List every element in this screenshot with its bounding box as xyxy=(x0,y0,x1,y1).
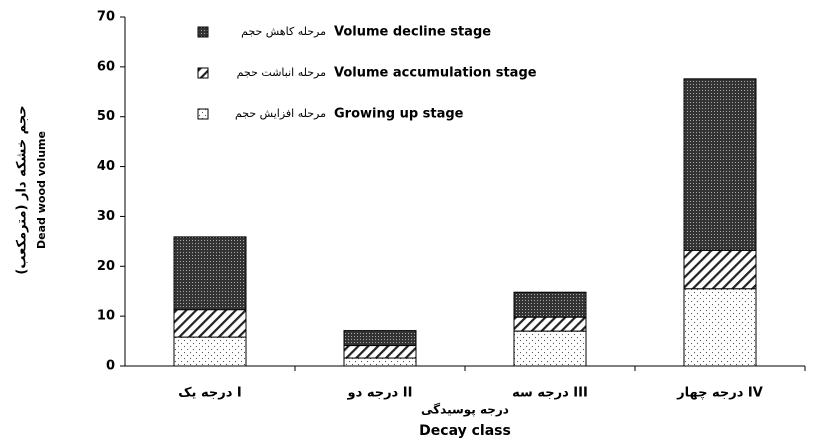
bar-segment xyxy=(173,309,247,338)
legend-label: Volume accumulation stage xyxy=(334,66,537,81)
legend-swatch xyxy=(197,108,209,120)
bar-segment xyxy=(513,291,587,318)
legend-label-fa: مرحله افزایش حجم xyxy=(235,107,326,120)
y-tick-label: 40 xyxy=(97,159,115,174)
legend-swatch xyxy=(197,67,209,79)
legend-label: Volume decline stage xyxy=(334,25,491,40)
y-tick-label: 70 xyxy=(97,10,115,25)
bar-segment xyxy=(343,345,417,359)
y-tick-label: 0 xyxy=(106,359,115,374)
y-axis-label: حجم خشکه دار (مترمکعب) xyxy=(15,105,30,274)
x-tick-label: درجه سه III xyxy=(512,386,588,401)
legend-label: Growing up stage xyxy=(334,107,464,122)
x-tick-label: درجه چهار IV xyxy=(676,386,763,401)
y-tick-label: 20 xyxy=(97,259,115,274)
bar-segment xyxy=(173,236,247,311)
x-axis-label: درجه پوسیدگی xyxy=(421,403,509,418)
legend-label-fa: مرحله کاهش حجم xyxy=(241,25,326,38)
legend-swatch xyxy=(197,26,209,38)
bar-segment xyxy=(683,288,757,367)
bar-segment xyxy=(173,336,247,367)
y-tick-label: 60 xyxy=(97,59,115,74)
legend-label-fa: مرحله انباشت حجم xyxy=(237,66,326,79)
bar-segment xyxy=(683,78,757,251)
bar-segment xyxy=(513,316,587,332)
y-axis-label-en: Dead wood volume xyxy=(35,131,48,249)
bar-segment xyxy=(343,357,417,367)
bar-segment xyxy=(343,330,417,347)
bar-segment xyxy=(683,249,757,290)
y-tick-label: 10 xyxy=(97,309,115,324)
x-axis-label-en: Decay class xyxy=(419,423,511,439)
y-tick-label: 50 xyxy=(97,109,115,124)
x-tick-label: درجه دو II xyxy=(347,386,413,401)
x-tick-label: درجه یک I xyxy=(178,386,242,401)
y-tick-label: 30 xyxy=(97,209,115,224)
bar-segment xyxy=(513,330,587,367)
